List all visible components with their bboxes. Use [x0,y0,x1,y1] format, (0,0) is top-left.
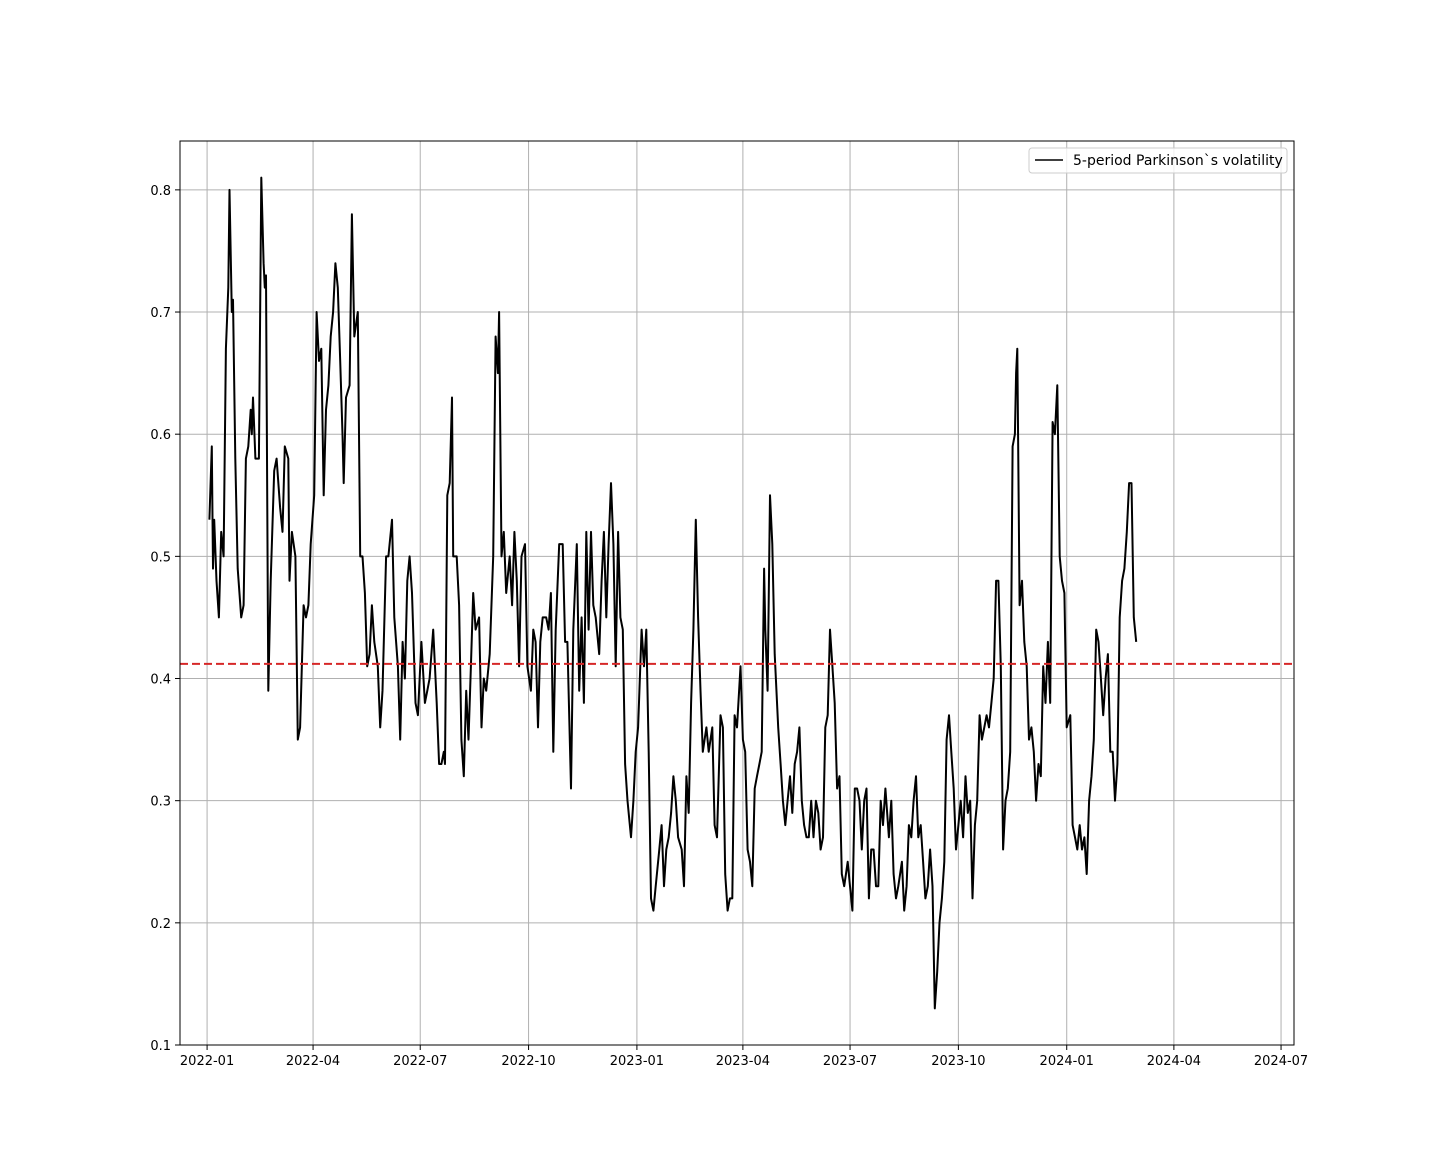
y-tick-label: 0.8 [150,184,171,199]
tick-layer: 2022-01 2022-04 2022-07 2022-10 2023-01 2023-… [150,184,1308,1069]
x-tick-label: 2023-07 [823,1054,877,1069]
x-tick-label: 2022-07 [393,1054,447,1069]
x-tick-label: 2022-04 [286,1054,340,1069]
y-tick-label: 0.1 [150,1039,171,1054]
x-tick-label: 2022-10 [501,1054,555,1069]
y-tick-label: 0.3 [150,795,171,810]
y-tick-label: 0.2 [150,917,171,932]
x-tick-label: 2024-07 [1254,1054,1308,1069]
legend-label: 5-period Parkinson`s volatility [1073,153,1283,169]
x-tick-label: 2023-04 [716,1054,770,1069]
y-tick-label: 0.6 [150,428,171,443]
x-tick-label: 2024-01 [1040,1054,1094,1069]
x-tick-label: 2023-01 [610,1054,664,1069]
y-tick-label: 0.4 [150,673,171,688]
legend: 5-period Parkinson`s volatility [1028,147,1288,174]
legend-box [1028,147,1288,174]
x-tick-label: 2022-01 [180,1054,234,1069]
volatility-line [208,176,1138,1010]
y-tick-label: 0.5 [150,550,171,565]
y-tick-label: 0.7 [150,306,171,321]
x-tick-label: 2023-10 [931,1054,985,1069]
plot-frame [179,140,1295,1046]
x-tick-label: 2024-04 [1147,1054,1201,1069]
series-layer [180,176,1294,1010]
